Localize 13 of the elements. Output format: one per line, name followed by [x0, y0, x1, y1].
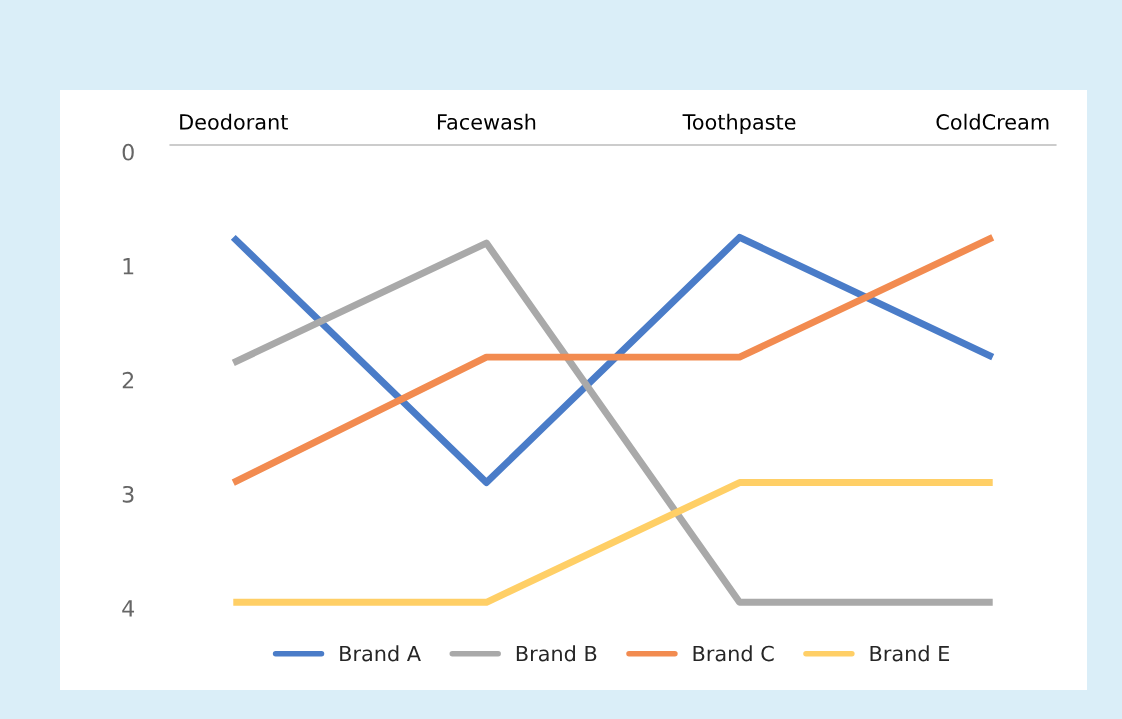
x-tick-label: Deodorant: [180, 113, 288, 130]
x-tick-label: ColdCream: [936, 113, 1049, 130]
legend-label: Brand E: [870, 645, 950, 662]
y-tick-label: 3: [122, 485, 134, 503]
y-tick-label: 1: [123, 258, 134, 275]
y-tick-label: 2: [122, 371, 134, 389]
y-tick-label: 4: [122, 600, 135, 617]
x-tick-label: Facewash: [437, 113, 536, 130]
legend-label: Brand A: [340, 645, 421, 662]
legend-label: Brand B: [516, 645, 597, 662]
y-tick-label: 0: [122, 143, 134, 161]
x-tick-label: Toothpaste: [682, 113, 796, 134]
legend-label: Brand C: [693, 645, 774, 662]
